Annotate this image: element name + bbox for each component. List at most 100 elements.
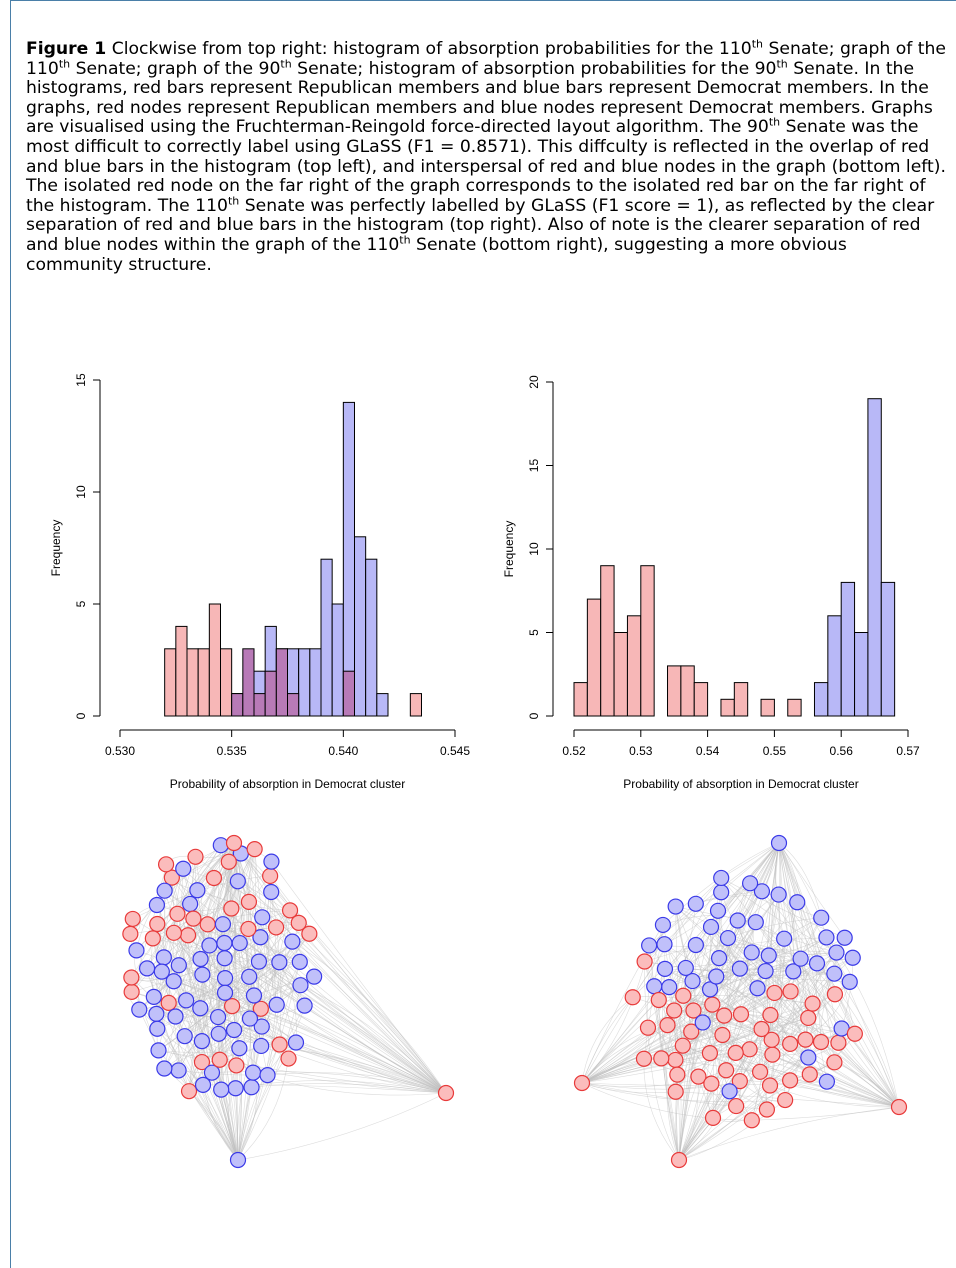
graph-edge xyxy=(778,842,818,964)
graph-edge xyxy=(581,1003,813,1084)
node-democrat xyxy=(245,987,263,1004)
node-republican xyxy=(122,925,139,942)
node-democrat xyxy=(709,902,727,919)
graph-edge xyxy=(581,1082,752,1121)
node-republican xyxy=(669,1066,686,1083)
node-republican xyxy=(281,902,299,919)
node-democrat xyxy=(227,1080,244,1097)
bar-democrat xyxy=(298,648,311,717)
y-axis-title: Frequency xyxy=(502,521,516,578)
node-democrat xyxy=(216,934,233,952)
node-democrat xyxy=(818,929,835,946)
graph-edge xyxy=(252,1072,447,1096)
node-democrat xyxy=(138,960,156,977)
graph-edge xyxy=(778,842,845,938)
node-republican xyxy=(228,1057,245,1074)
bar-republican xyxy=(264,670,277,717)
node-democrat xyxy=(178,992,195,1009)
node-democrat xyxy=(828,944,845,961)
node-democrat xyxy=(785,963,802,980)
node-democrat xyxy=(667,898,684,915)
node-democrat xyxy=(165,973,182,990)
graph-edge xyxy=(678,1057,809,1161)
graph-edge xyxy=(727,937,837,955)
node-republican xyxy=(846,1025,863,1042)
graph-110th-senate xyxy=(573,834,908,1169)
node-republican xyxy=(690,1068,707,1085)
caption-superscript: th xyxy=(751,37,764,51)
node-democrat xyxy=(241,1010,259,1027)
node-republican xyxy=(165,924,183,941)
node-democrat xyxy=(747,914,764,931)
bar-republican xyxy=(242,648,255,717)
node-democrat xyxy=(753,883,771,900)
graph-edge xyxy=(157,1028,239,1161)
node-democrat xyxy=(192,1000,209,1017)
node-republican xyxy=(763,1031,780,1048)
node-democrat xyxy=(194,966,211,983)
node-democrat xyxy=(145,988,162,1005)
graph-edge xyxy=(820,1041,900,1108)
graph-edge xyxy=(171,877,447,1094)
node-democrat xyxy=(841,973,858,991)
node-republican xyxy=(675,987,692,1004)
node-republican xyxy=(160,994,177,1011)
node-republican xyxy=(144,930,161,947)
graph-edge xyxy=(163,844,222,958)
graph-90th-senate xyxy=(122,834,455,1169)
graph-edge xyxy=(647,1027,680,1161)
node-republican xyxy=(800,1009,817,1027)
node-democrat xyxy=(287,1034,305,1051)
node-republican xyxy=(766,984,783,1002)
bar-republican xyxy=(733,682,749,717)
graph-edge xyxy=(778,842,851,983)
node-republican xyxy=(797,1031,814,1048)
node-republican xyxy=(704,996,721,1013)
node-republican xyxy=(437,1084,455,1102)
node-republican xyxy=(830,1034,847,1051)
node-republican xyxy=(701,1045,719,1062)
graph-edge xyxy=(678,1091,730,1161)
graph-edge xyxy=(664,920,738,970)
bar-democrat xyxy=(309,648,322,717)
graph-edge xyxy=(292,941,447,1094)
caption-fragment: Senate. In the histograms, red bars repr… xyxy=(26,58,933,138)
node-democrat xyxy=(789,894,806,911)
node-democrat xyxy=(210,1025,227,1042)
node-democrat xyxy=(229,1151,247,1169)
x-tick-label: 0.53 xyxy=(629,744,653,758)
node-republican xyxy=(741,1041,758,1058)
bar-republican xyxy=(640,565,655,717)
graph-edge xyxy=(581,1024,668,1084)
node-republican xyxy=(290,914,307,931)
graph-edge xyxy=(669,968,794,988)
node-democrat xyxy=(216,950,233,967)
node-democrat xyxy=(153,963,170,980)
y-tick-label: 20 xyxy=(527,375,541,389)
graph-edge xyxy=(678,1106,900,1161)
bar-democrat xyxy=(320,558,333,717)
node-democrat xyxy=(710,950,728,967)
node-democrat xyxy=(677,959,694,977)
graph-edge xyxy=(709,952,837,990)
bar-democrat xyxy=(331,603,344,717)
caption-fragment: Senate; graph of the 110 xyxy=(26,39,946,79)
node-republican xyxy=(761,1077,779,1094)
node-democrat xyxy=(268,996,285,1013)
y-tick-label: 10 xyxy=(527,542,541,556)
bar-republican xyxy=(342,670,356,717)
node-democrat xyxy=(687,895,704,912)
node-democrat xyxy=(231,1040,248,1057)
node-democrat xyxy=(131,1001,148,1018)
node-democrat xyxy=(155,949,172,966)
node-democrat xyxy=(170,957,187,974)
node-democrat xyxy=(201,937,218,954)
node-republican xyxy=(653,1050,670,1067)
node-democrat xyxy=(687,936,704,954)
node-democrat xyxy=(243,1079,260,1096)
node-democrat xyxy=(253,1018,270,1035)
graph-edge xyxy=(219,1059,447,1094)
node-republican xyxy=(666,1002,683,1019)
node-democrat xyxy=(800,1049,817,1066)
caption-superscript: th xyxy=(280,56,292,70)
